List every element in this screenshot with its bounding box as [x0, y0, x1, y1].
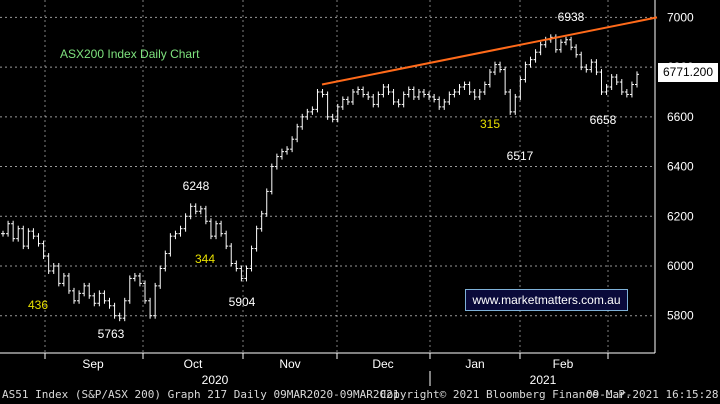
y-tick-label: 6200: [667, 209, 694, 223]
annotation-label: 5763: [98, 327, 125, 341]
x-tick-label: Nov: [279, 357, 300, 371]
price-bars: [1, 34, 639, 322]
footer-right: 09-Mar-2021 16:15:28: [586, 388, 719, 401]
footer-bar: AS51 Index (S&P/ASX 200) Graph 217 Daily…: [0, 386, 720, 404]
grid-lines: [0, 0, 655, 353]
y-tick-label: 5800: [667, 309, 694, 323]
x-axis: Sep Oct Nov Dec Jan Feb 2020 2021: [0, 352, 655, 387]
chart-title: ASX200 Index Daily Chart: [60, 47, 200, 61]
annotation-labels: 436 5763 6248 344 5904 315 6517 6938 6658: [28, 10, 617, 341]
y-tick-label: 6600: [667, 110, 694, 124]
x-year-label: 2020: [202, 373, 229, 387]
x-tick-label: Jan: [465, 357, 484, 371]
x-tick-label: Oct: [184, 357, 203, 371]
annotation-label: 315: [480, 117, 500, 131]
last-value-badge: 6771.200: [658, 63, 718, 82]
annotation-label: 6248: [183, 179, 210, 193]
x-tick-label: Dec: [372, 357, 393, 371]
y-tick-label: 7000: [667, 10, 694, 24]
y-tick-label: 6400: [667, 160, 694, 174]
y-axis: 5800600062006400660068007000: [654, 0, 694, 353]
annotation-label: 344: [195, 252, 215, 266]
watermark-link[interactable]: www.marketmatters.com.au: [465, 289, 628, 311]
footer-center: Copyright© 2021 Bloomberg Finance L.P.: [380, 388, 632, 401]
annotation-label: 436: [28, 298, 48, 312]
x-tick-label: Sep: [82, 357, 104, 371]
trendline: [321, 16, 658, 86]
annotation-label: 6938: [558, 10, 585, 24]
annotation-label: 6517: [507, 149, 534, 163]
resistance-trendline: [321, 16, 658, 86]
x-tick-label: Feb: [553, 357, 574, 371]
footer-left: AS51 Index (S&P/ASX 200) Graph 217 Daily…: [2, 388, 400, 401]
y-tick-label: 6000: [667, 259, 694, 273]
annotation-label: 5904: [229, 295, 256, 309]
x-year-label: 2021: [530, 373, 557, 387]
annotation-label: 6658: [590, 113, 617, 127]
